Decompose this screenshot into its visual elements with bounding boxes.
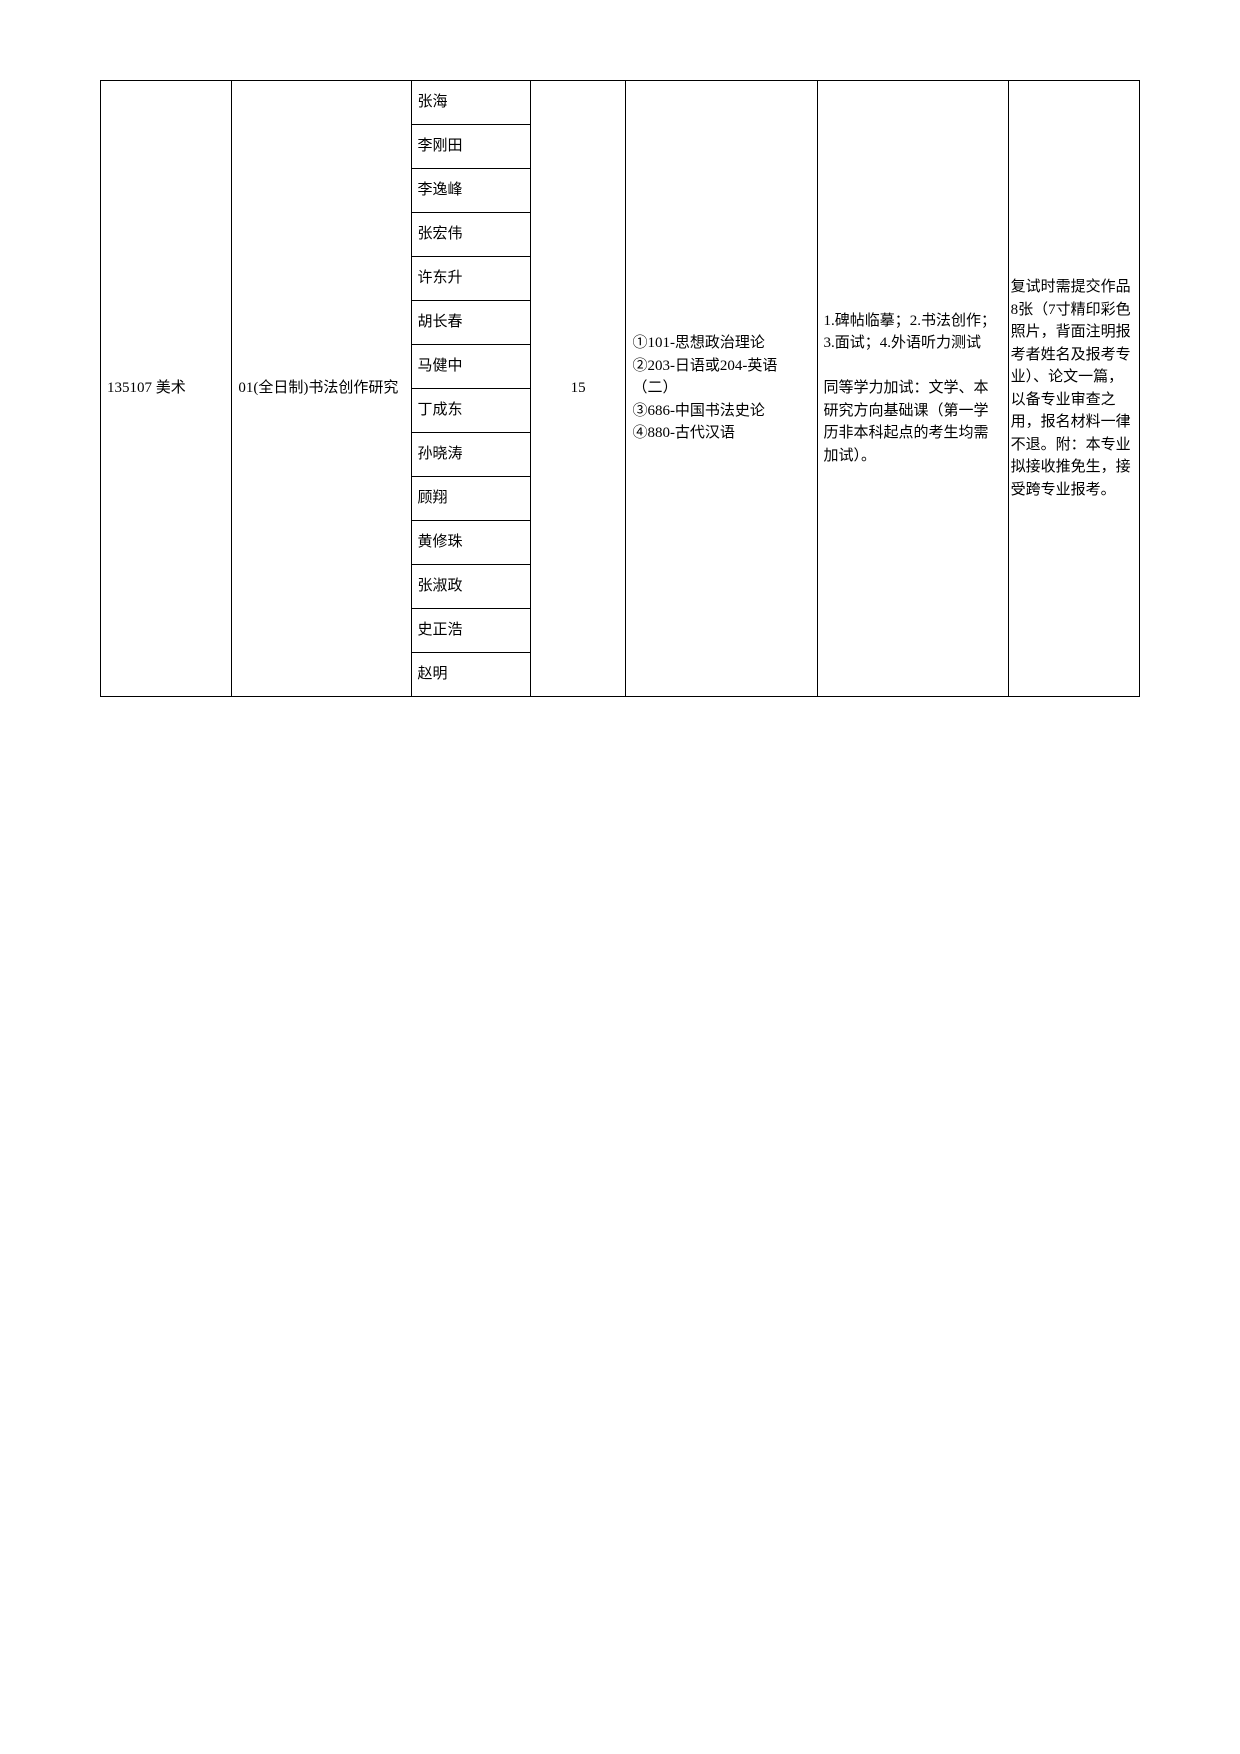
teacher-cell: 丁成东: [411, 389, 530, 433]
teacher-cell: 孙晓涛: [411, 433, 530, 477]
teacher-cell: 张宏伟: [411, 213, 530, 257]
teacher-cell: 马健中: [411, 345, 530, 389]
teacher-cell: 许东升: [411, 257, 530, 301]
teacher-cell: 黄修珠: [411, 521, 530, 565]
teacher-cell: 李刚田: [411, 125, 530, 169]
teacher-cell: 史正浩: [411, 609, 530, 653]
retest-content-cell: 1.碑帖临摹；2.书法创作；3.面试；4.外语听力测试 同等学力加试：文学、本研…: [817, 81, 1008, 697]
major-code-cell: 135107 美术: [101, 81, 232, 697]
quota-cell: 15: [530, 81, 626, 697]
admissions-table: 135107 美术 01(全日制)书法创作研究 张海 15 ①101-思想政治理…: [100, 80, 1140, 697]
teacher-cell: 赵明: [411, 653, 530, 697]
teacher-cell: 张淑政: [411, 565, 530, 609]
research-direction-cell: 01(全日制)书法创作研究: [232, 81, 411, 697]
teacher-cell: 李逸峰: [411, 169, 530, 213]
teacher-cell: 顾翔: [411, 477, 530, 521]
teacher-cell: 张海: [411, 81, 530, 125]
notes-cell: 复试时需提交作品8张（7寸精印彩色照片，背面注明报考者姓名及报考专业）、论文一篇…: [1008, 81, 1139, 697]
teacher-cell: 胡长春: [411, 301, 530, 345]
exam-subjects-cell: ①101-思想政治理论 ②203-日语或204-英语（二） ③686-中国书法史…: [626, 81, 817, 697]
